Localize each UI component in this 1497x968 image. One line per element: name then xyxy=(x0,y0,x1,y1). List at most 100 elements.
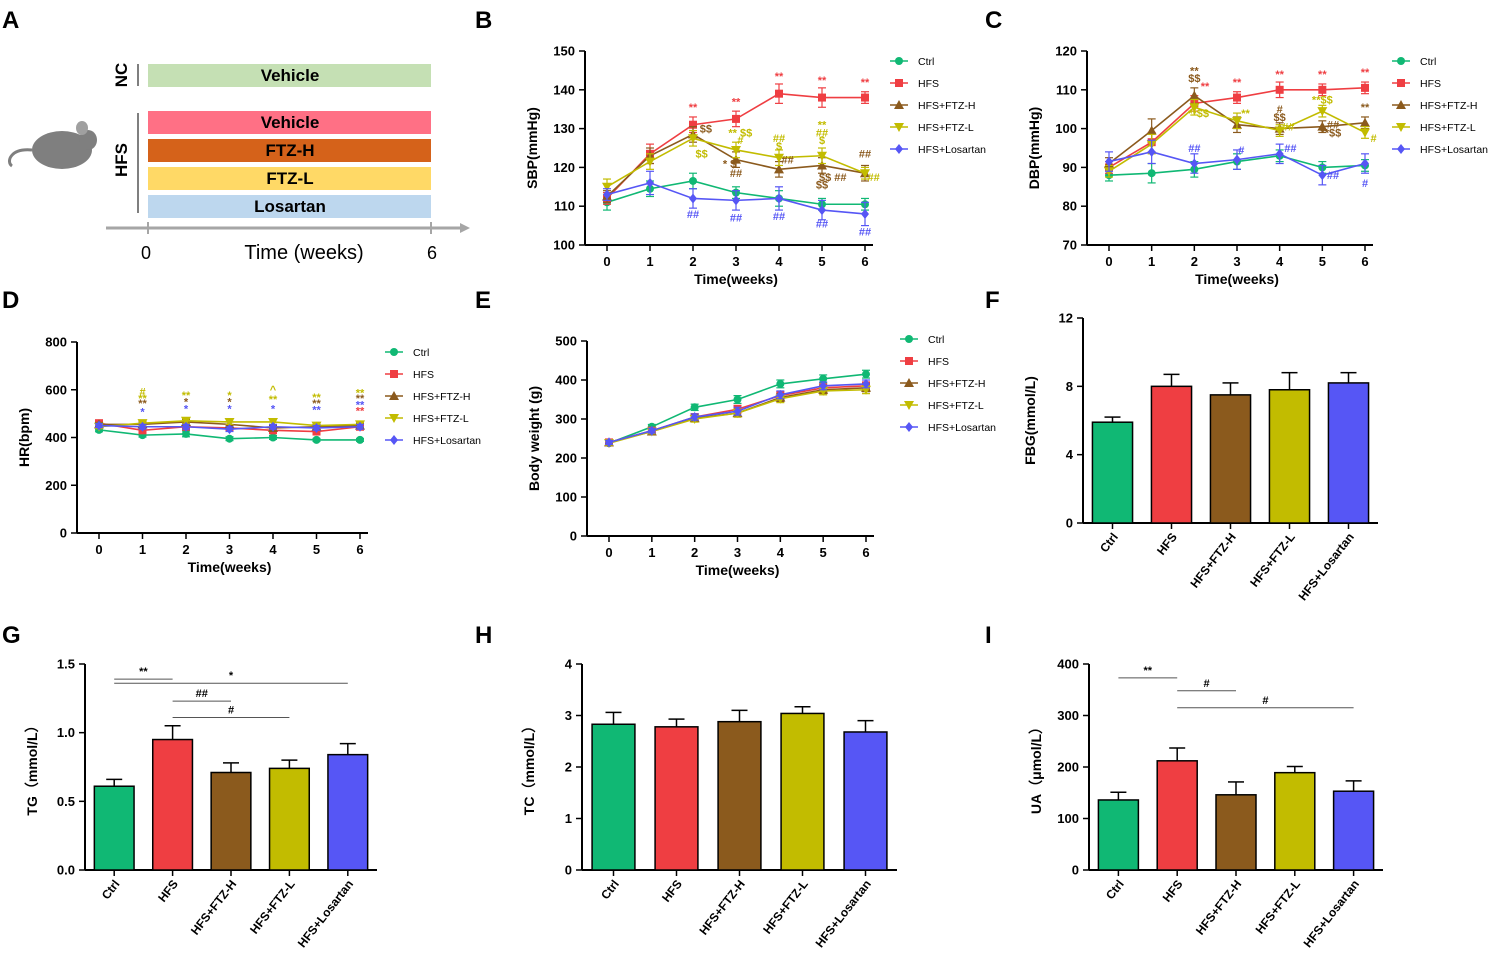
data-point xyxy=(1233,154,1241,165)
data-point xyxy=(312,435,321,444)
x-tick-label: 6 xyxy=(862,545,869,560)
treatment-bar-nc-vehicle xyxy=(148,64,431,87)
bar-hfs-ftz-h xyxy=(717,720,762,871)
treatment-bar-losartan xyxy=(148,195,431,218)
legend-label: HFS xyxy=(413,369,434,381)
data-point xyxy=(733,406,742,417)
legend-label: HFS+Losartan xyxy=(413,435,481,447)
y-tick-label: 0.0 xyxy=(57,863,75,878)
x-tick-label: Ctrl xyxy=(1103,877,1127,902)
y-tick-label: 200 xyxy=(1057,760,1079,775)
y-tick-label: 0 xyxy=(1072,863,1079,878)
chart-f: F 0 4 8 12 FBG(mmol/L) Ctrl HFS HFS+FTZ-H HFS+FTZ… xyxy=(985,287,1378,603)
significance-mark: ** xyxy=(138,398,147,410)
data-point xyxy=(646,177,654,188)
treatment-label: Vehicle xyxy=(261,66,320,85)
legend-label: HFS+FTZ-H xyxy=(413,391,470,403)
bar-hfs-ftz-l xyxy=(268,767,311,871)
significance-mark: ** xyxy=(182,390,191,402)
y-tick-label: 4 xyxy=(565,657,573,672)
y-tick-label: 600 xyxy=(45,382,67,397)
y-tick-label: 4 xyxy=(1066,447,1074,462)
significance-mark: ** xyxy=(312,405,321,417)
data-point xyxy=(860,169,870,179)
data-point xyxy=(862,370,870,379)
treatment-label: Losartan xyxy=(254,197,326,216)
data-point xyxy=(182,421,190,432)
significance-mark: ** xyxy=(818,120,827,132)
significance-mark: **$$ xyxy=(1188,108,1209,120)
significance-mark: $$ ## xyxy=(819,172,847,184)
data-point xyxy=(225,424,234,435)
y-tick-label: 200 xyxy=(45,478,67,493)
bar-hfs xyxy=(1150,385,1193,524)
data-point xyxy=(605,437,613,448)
significance-mark: ** xyxy=(818,75,827,87)
y-tick-label: 150 xyxy=(553,44,575,59)
y-axis-title: HR(bpm) xyxy=(16,408,32,467)
x-tick-label: HFS xyxy=(1154,530,1180,558)
significance-mark: ## xyxy=(773,133,785,145)
significance-mark: # xyxy=(228,705,234,717)
legend-marker xyxy=(905,357,913,365)
series-hfs-losartan xyxy=(1105,139,1369,186)
data-point xyxy=(182,429,190,438)
significance-mark: $$ xyxy=(1188,73,1200,85)
legend-label: HFS+FTZ-H xyxy=(1420,100,1477,112)
x-tick-label: 0 xyxy=(603,254,610,269)
legend-marker xyxy=(894,123,904,132)
timeline-end: 6 xyxy=(427,243,437,263)
x-tick-label: 2 xyxy=(1191,254,1198,269)
significance-mark: ^ xyxy=(270,384,277,396)
x-tick-label: 3 xyxy=(734,545,741,560)
data-point xyxy=(1189,103,1200,113)
data-point xyxy=(1275,148,1284,159)
legend: Ctrl HFS HFS+FTZ-H HFS+FTZ-L HFS+Losartan xyxy=(890,56,986,156)
significance-mark: * xyxy=(227,396,232,408)
x-tick-label: HFS xyxy=(659,877,685,905)
legend-label: HFS xyxy=(928,356,949,368)
legend-marker xyxy=(389,391,399,400)
significance-mark: ** xyxy=(1361,67,1370,79)
y-tick-label: 3 xyxy=(565,708,572,723)
x-tick-label: Ctrl xyxy=(598,877,622,902)
data-point xyxy=(95,420,103,431)
y-tick-label: 140 xyxy=(553,82,575,97)
x-tick-label: HFS+Losartan xyxy=(1301,877,1362,950)
x-tick-label: HFS+FTZ-L xyxy=(1253,877,1304,936)
bar-hfs-ftz-l xyxy=(780,712,825,871)
data-point xyxy=(1190,158,1199,169)
y-tick-label: 200 xyxy=(555,451,577,466)
y-tick-label: 120 xyxy=(553,160,575,175)
y-tick-label: 130 xyxy=(553,121,575,136)
data-point xyxy=(731,154,741,164)
x-tick-label: HFS+FTZ-L xyxy=(247,877,298,936)
legend-label: HFS xyxy=(1420,78,1441,90)
significance-mark: ## xyxy=(1284,143,1296,155)
data-point xyxy=(1232,116,1242,126)
y-axis-title: TG（mmol/L） xyxy=(24,718,40,815)
treatment-bar-hfs-vehicle xyxy=(148,111,431,134)
significance-mark: ## xyxy=(1327,170,1339,182)
y-axis-title: DBP(mmHg) xyxy=(1026,107,1042,189)
x-tick-label: 5 xyxy=(820,545,827,560)
data-point xyxy=(1189,90,1200,100)
bar-hfs-ftz-h xyxy=(1215,794,1257,871)
legend-label: Ctrl xyxy=(1420,56,1436,68)
legend-label: Ctrl xyxy=(928,334,944,346)
legend-marker xyxy=(895,57,903,65)
y-tick-label: 100 xyxy=(1055,121,1077,136)
legend-label: Ctrl xyxy=(918,56,934,68)
significance-mark: ** xyxy=(1144,665,1153,677)
data-point xyxy=(819,380,828,391)
data-point xyxy=(1360,128,1370,138)
significance-mark: ## xyxy=(1188,143,1200,155)
significance-mark: * xyxy=(227,390,232,402)
y-tick-label: 100 xyxy=(1057,811,1079,826)
panel-a: A NC HFS Vehicle Vehicle FTZ-H FTZ-L Los… xyxy=(2,7,470,264)
series-hfs-losartan xyxy=(95,420,364,435)
data-point xyxy=(774,153,784,163)
legend-marker xyxy=(1396,123,1406,132)
data-point xyxy=(1146,125,1157,135)
